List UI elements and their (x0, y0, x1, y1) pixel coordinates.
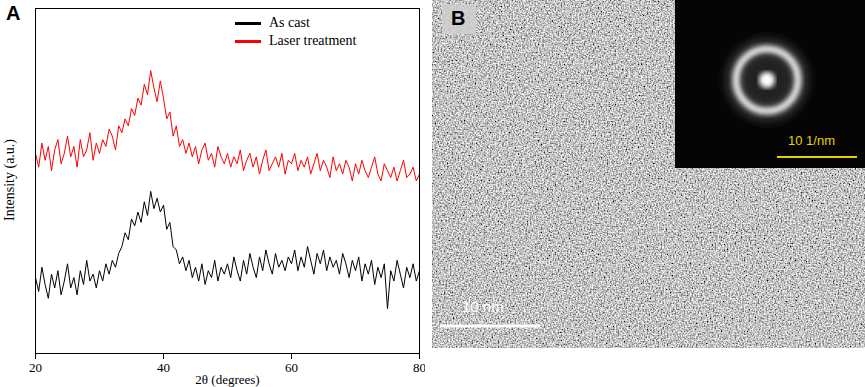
svg-text:40: 40 (157, 360, 170, 375)
svg-text:60: 60 (285, 360, 298, 375)
html-text:10 1/nm: 10 1/nm (788, 133, 835, 148)
html-text:Intensity (a.u.): Intensity (a.u.) (2, 139, 17, 221)
html-text:Laser treatment: Laser treatment (269, 33, 357, 48)
svg-text:20: 20 (29, 360, 42, 375)
html-text:10 nm: 10 nm (462, 298, 504, 315)
html-text:B: B (451, 7, 466, 29)
svg-text:2θ (degrees): 2θ (degrees) (195, 372, 259, 387)
html-text:A: A (6, 2, 21, 24)
svg-text:80: 80 (413, 360, 425, 375)
html-text:As cast: As cast (269, 15, 310, 30)
